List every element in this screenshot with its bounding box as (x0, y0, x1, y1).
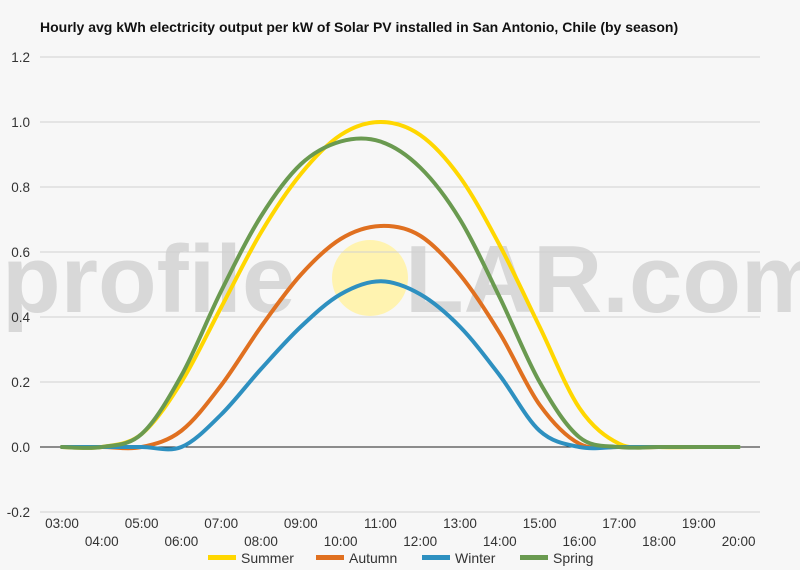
x-tick-label: 05:00 (125, 516, 159, 531)
x-tick-label: 13:00 (443, 516, 477, 531)
y-tick-label: 1.2 (11, 50, 30, 65)
legend-swatch-winter (422, 555, 450, 560)
series-line-summer (60, 120, 741, 450)
x-tick-label: 08:00 (244, 534, 278, 549)
legend-label-summer: Summer (241, 550, 294, 566)
legend-swatch-autumn (316, 555, 344, 560)
x-tick-label: 03:00 (45, 516, 79, 531)
x-tick-label: 10:00 (324, 534, 358, 549)
legend-swatch-summer (208, 555, 236, 560)
watermark-logo: profile LAR.com (2, 226, 800, 333)
y-axis-ticks: -0.2 0.0 0.2 0.4 0.6 0.8 1.0 1.2 (7, 50, 31, 520)
y-tick-label: 0.2 (11, 375, 30, 390)
y-tick-label: 0.4 (11, 310, 30, 325)
x-tick-label: 06:00 (165, 534, 199, 549)
x-tick-label: 16:00 (563, 534, 597, 549)
x-tick-label: 14:00 (483, 534, 517, 549)
x-tick-label: 11:00 (364, 516, 397, 531)
legend: Summer Autumn Winter Spring (208, 550, 593, 566)
y-tick-label: 0.8 (11, 180, 30, 195)
x-tick-label: 15:00 (523, 516, 557, 531)
y-tick-label: 0.6 (11, 245, 30, 260)
series-line-spring (60, 136, 741, 450)
x-tick-label: 04:00 (85, 534, 119, 549)
x-tick-label: 18:00 (642, 534, 676, 549)
y-tick-label: 1.0 (11, 115, 30, 130)
y-tick-label: 0.0 (11, 440, 30, 455)
x-tick-label: 20:00 (722, 534, 756, 549)
y-tick-label: -0.2 (7, 505, 30, 520)
legend-label-spring: Spring (553, 550, 593, 566)
watermark-sun-icon (332, 240, 408, 316)
x-tick-label: 17:00 (602, 516, 636, 531)
series-lines (60, 120, 741, 452)
legend-swatch-spring (520, 555, 548, 560)
x-axis-ticks: 03:00 04:00 05:00 06:00 07:00 08:00 09:00 10:00… (45, 516, 755, 549)
x-tick-label: 12:00 (403, 534, 437, 549)
watermark-text-right: LAR.com (405, 226, 800, 333)
chart-title: Hourly avg kWh electricity output per kW… (40, 19, 679, 35)
x-tick-label: 07:00 (204, 516, 238, 531)
x-tick-label: 09:00 (284, 516, 318, 531)
x-tick-label: 19:00 (682, 516, 716, 531)
legend-label-autumn: Autumn (349, 550, 397, 566)
legend-label-winter: Winter (455, 550, 496, 566)
